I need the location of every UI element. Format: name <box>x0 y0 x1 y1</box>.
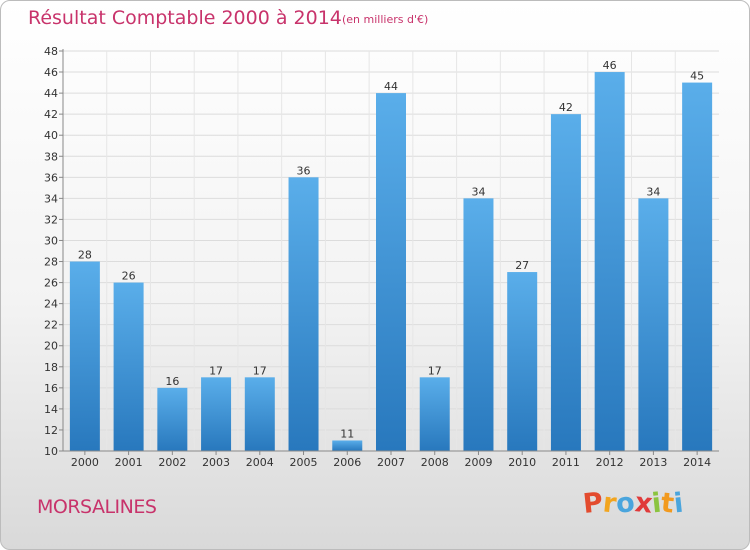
bar-2009[interactable] <box>463 198 494 451</box>
axes: 10 12 14 16 18 20 22 24 26 28 30 32 34 36 38 40 42 44 46 48… <box>44 45 719 469</box>
x-tick-label-2003: 2003 <box>202 456 230 469</box>
x-tick-label-2012: 2012 <box>596 456 624 469</box>
x-tick-label-2013: 2013 <box>639 456 667 469</box>
x-tick-label-2000: 2000 <box>71 456 99 469</box>
y-tick-label: 24 <box>44 298 58 311</box>
x-tick-label-2007: 2007 <box>377 456 405 469</box>
x-tick-label-2006: 2006 <box>333 456 361 469</box>
x-tick-label-2004: 2004 <box>246 456 274 469</box>
x-tick-label-2005: 2005 <box>290 456 318 469</box>
data-label-2002: 16 <box>165 375 179 388</box>
data-label-2000: 28 <box>78 249 92 262</box>
y-tick-label: 28 <box>44 256 58 269</box>
y-tick-label: 10 <box>44 445 58 458</box>
x-tick-label-2014: 2014 <box>683 456 711 469</box>
bar-2006[interactable] <box>332 440 363 451</box>
data-label-2008: 17 <box>428 364 442 377</box>
proxiti-logo[interactable]: Proxiti <box>581 487 686 520</box>
y-tick-label: 14 <box>44 403 58 416</box>
data-label-2010: 27 <box>515 259 529 272</box>
y-tick-label: 16 <box>44 382 58 395</box>
data-label-2006: 11 <box>340 427 354 440</box>
data-label-2005: 36 <box>297 164 311 177</box>
y-tick-label: 46 <box>44 66 58 79</box>
y-tick-label: 44 <box>44 87 58 100</box>
x-tick-label-2010: 2010 <box>508 456 536 469</box>
y-tick-label: 34 <box>44 192 58 205</box>
bar-2014[interactable] <box>682 82 713 451</box>
bar-2003[interactable] <box>201 377 232 451</box>
y-tick-label: 18 <box>44 361 58 374</box>
data-label-2007: 44 <box>384 80 398 93</box>
data-label-2009: 34 <box>471 185 485 198</box>
y-tick-label: 40 <box>44 129 58 142</box>
y-tick-label: 30 <box>44 234 58 247</box>
data-label-2011: 42 <box>559 101 573 114</box>
chart-title: Résultat Comptable 2000 à 2014 <box>28 7 342 29</box>
logo-letter: i <box>672 487 686 520</box>
bar-2011[interactable] <box>550 114 581 451</box>
chart-subtitle: (en milliers d'€) <box>342 13 429 26</box>
bar-2008[interactable] <box>419 377 450 451</box>
y-tick-label: 12 <box>44 424 58 437</box>
y-tick-label: 32 <box>44 213 58 226</box>
y-tick-label: 38 <box>44 150 58 163</box>
data-label-2014: 45 <box>690 70 704 83</box>
x-tick-label-2002: 2002 <box>158 456 186 469</box>
bar-2004[interactable] <box>244 377 275 451</box>
bar-2005[interactable] <box>288 177 319 451</box>
y-tick-label: 26 <box>44 277 58 290</box>
bars: 28 26 16 17 17 36 11 44 17 34 27 42 46 34 45 <box>69 59 713 452</box>
bar-2002[interactable] <box>157 387 188 451</box>
x-tick-label-2001: 2001 <box>115 456 143 469</box>
bar-2007[interactable] <box>376 93 406 452</box>
y-tick-label: 20 <box>44 340 58 353</box>
data-label-2013: 34 <box>646 185 660 198</box>
x-tick-label-2011: 2011 <box>552 456 580 469</box>
y-tick-label: 36 <box>44 171 58 184</box>
y-tick-label: 22 <box>44 319 58 332</box>
data-label-2012: 46 <box>603 59 617 72</box>
y-tick-label: 48 <box>44 45 58 58</box>
y-tick-label: 42 <box>44 108 58 121</box>
bar-2013[interactable] <box>638 198 669 451</box>
bar-2010[interactable] <box>507 272 538 451</box>
town-name: MORSALINES <box>37 496 157 518</box>
data-label-2001: 26 <box>122 270 136 283</box>
x-tick-label-2009: 2009 <box>464 456 492 469</box>
data-label-2003: 17 <box>209 364 223 377</box>
bar-2001[interactable] <box>113 282 144 451</box>
bar-2012[interactable] <box>594 72 625 451</box>
data-label-2004: 17 <box>253 364 267 377</box>
bar-2000[interactable] <box>69 261 100 451</box>
x-tick-label-2008: 2008 <box>421 456 449 469</box>
